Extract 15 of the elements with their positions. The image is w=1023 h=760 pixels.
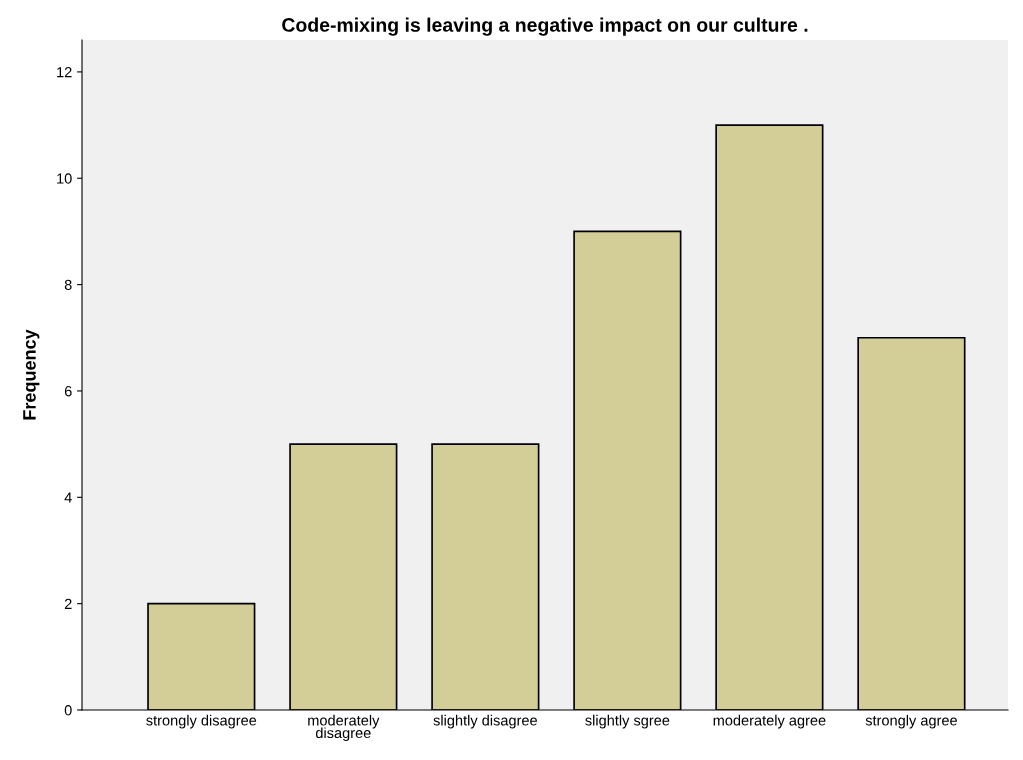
y-tick-label: 8: [64, 279, 72, 291]
y-tick-label: 0: [64, 705, 72, 716]
y-tick-label: 6: [64, 386, 72, 397]
y-tick-label: 2: [64, 598, 72, 609]
x-tick-label: slightly disagree: [433, 714, 537, 729]
x-tick-label: moderately agree: [713, 714, 826, 729]
x-tick-label: slightly sgree: [585, 714, 670, 729]
y-tick-label: 12: [57, 67, 72, 78]
x-tick-label: strongly disagree: [146, 714, 257, 729]
x-tick-label: moderately disagree: [308, 714, 380, 741]
y-tick-label: 4: [64, 492, 72, 503]
y-axis-title: Frequency: [23, 329, 40, 420]
chart-title: Code-mixing is leaving a negative impact on our culture .: [282, 17, 808, 36]
y-tick-label: 10: [57, 173, 72, 184]
x-tick-label: strongly agree: [865, 714, 957, 729]
